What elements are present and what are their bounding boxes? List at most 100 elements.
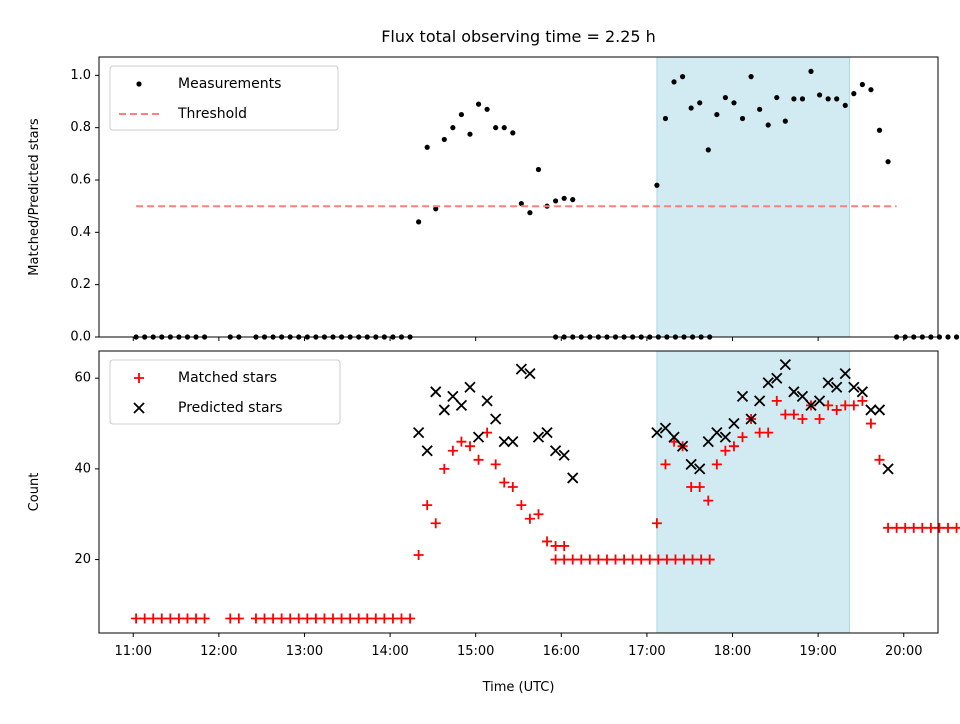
panel2-series-1-point-26 [370, 613, 381, 624]
panel2-series-1-point-48 [559, 540, 570, 551]
panel2-series-1-point-65 [687, 554, 698, 565]
panel1-series-1-point-48 [561, 195, 567, 201]
panel2-xtick-label-2: 12:00 [200, 644, 237, 659]
panel2-series-2-point-11 [498, 436, 510, 448]
panel2-series-1-point-14 [268, 613, 279, 624]
panel2-series-1-point-56 [610, 554, 621, 565]
panel2-series-1-point-103 [951, 522, 960, 533]
panel2-xtick-label-10: 20:00 [885, 644, 922, 659]
panel1-legend-label-2: Threshold [177, 106, 247, 122]
panel2-series-1-point-16 [285, 613, 296, 624]
panel2-series-1-point-99 [917, 522, 928, 533]
panel2-series-2-point-2 [421, 445, 433, 457]
panel2-series-2-point-1 [412, 426, 425, 439]
panel2-xtick-label-3: 13:00 [286, 644, 323, 659]
panel2-series-2-point-14 [524, 368, 536, 380]
panel2-series-1-point-10 [225, 613, 236, 624]
panel2-series-2-point-29 [728, 417, 740, 430]
panel2-series-1-point-96 [891, 522, 902, 533]
panel2-series-1-point-2 [139, 613, 150, 624]
panel2-series-1-point-43 [516, 500, 527, 511]
panel1-series-1-point-86 [799, 96, 806, 102]
panel2-series-1-point-92 [857, 395, 868, 406]
panel2-series-2-point-22 [668, 431, 680, 443]
panel2-series-1-point-44 [524, 513, 535, 524]
panel2-series-1-point-31 [413, 550, 424, 561]
panel2-series-2-point-16 [541, 426, 553, 439]
panel2-series-2-point-41 [831, 381, 843, 393]
panel2-x-axis-label: Time (UTC) [482, 680, 555, 695]
panel2-series-1-point-20 [319, 613, 330, 624]
panel1-series-1-point-90 [834, 96, 840, 102]
panel2-series-2-point-36 [788, 386, 800, 398]
panel2-series-2-point-33 [762, 377, 774, 389]
panel2-xtick-label-6: 16:00 [543, 644, 580, 659]
panel2-series-1-point-60 [644, 554, 655, 565]
panel2-series-1-point-68 [651, 518, 662, 529]
panel1-series-1-point-73 [688, 105, 694, 111]
panel2-series-1-point-1 [131, 613, 142, 624]
panel1-series-1-point-32 [424, 144, 430, 150]
panel2-series-2-point-7 [464, 381, 476, 393]
panel1-series-1-point-69 [654, 182, 660, 188]
panel1-series-1-point-84 [782, 118, 788, 124]
panel1-series-1-point-49 [570, 197, 576, 203]
panel2-series-2-point-37 [796, 390, 809, 402]
panel2-series-1-point-63 [670, 554, 681, 565]
panel2-series-1-point-93 [865, 418, 876, 429]
panel2-series-1-point-47 [550, 540, 561, 551]
panel1-series-1-point-79 [739, 115, 746, 122]
panel2-series-1-point-46 [542, 536, 553, 547]
panel2-legend-marker-1 [134, 373, 144, 383]
panel2-series-1-point-90 [840, 400, 851, 411]
panel1-series-1-point-81 [757, 106, 763, 112]
panel2-series-1-point-82 [771, 395, 782, 406]
panel2-frame [98, 350, 939, 634]
panel2-series-1-point-24 [353, 613, 364, 624]
panel1-series-1-point-42 [510, 130, 516, 136]
panel2-series-2-point-9 [481, 395, 493, 407]
panel2-series-1-point-3 [148, 613, 159, 624]
panel2-series-1-point-33 [430, 518, 441, 529]
panel1-highlight-span [656, 56, 851, 338]
panel1-series-1-point-45 [535, 166, 542, 173]
panel1-series-1-point-104 [953, 334, 960, 340]
panel2-series-1-point-76 [720, 445, 731, 456]
panel2-series-1-point-61 [653, 554, 664, 565]
panel1-legend-label-1: Measurements [178, 76, 281, 92]
panel2-series-1-point-73 [694, 482, 705, 493]
panel2-series-1-point-100 [925, 522, 936, 533]
panel1-series-1-point-88 [816, 92, 823, 98]
panel2-series-1-point-52 [576, 554, 587, 565]
panel1-series-1-point-96 [885, 159, 891, 165]
panel2-series-1-point-27 [379, 613, 390, 624]
panel1-series-1-point-91 [842, 102, 848, 109]
panel2-series-2-point-32 [754, 395, 766, 407]
panel2-series-2-point-44 [856, 386, 869, 398]
panel2-series-2-point-10 [490, 413, 502, 425]
panel2-legend-label-2: Predicted stars [178, 400, 283, 416]
panel2-series-1-point-91 [848, 400, 859, 411]
panel2-series-1-point-6 [173, 613, 184, 624]
panel2-series-1-point-95 [883, 522, 894, 533]
panel2-series-1-point-62 [661, 554, 672, 565]
panel2-series-2-point-42 [839, 368, 851, 380]
panel1-series-1-point-31 [416, 219, 422, 225]
panel2-series-2-point-18 [558, 449, 570, 461]
panel1-series-1-point-34 [441, 136, 447, 143]
panel1-y-axis-label: Matched/Predicted stars [27, 118, 42, 276]
panel2-series-1-point-13 [259, 613, 270, 624]
panel1-legend-marker-1 [136, 81, 142, 87]
panel2-highlight-span [656, 350, 851, 634]
panel2-series-1-point-72 [686, 482, 697, 493]
panel2-series-1-point-84 [788, 409, 799, 420]
panel2-series-1-point-80 [754, 427, 765, 438]
panel2-series-2-point-13 [515, 363, 527, 375]
panel1-series-1-point-47 [552, 198, 559, 204]
panel2-series-1-point-23 [345, 613, 356, 624]
panel2-series-1-point-64 [679, 554, 690, 565]
panel2-ytick-label-1: 20 [74, 552, 91, 567]
panel1-series-1-point-35 [450, 125, 456, 131]
panel2-series-2-point-5 [447, 390, 459, 402]
panel2-legend-marker-2 [133, 402, 145, 414]
